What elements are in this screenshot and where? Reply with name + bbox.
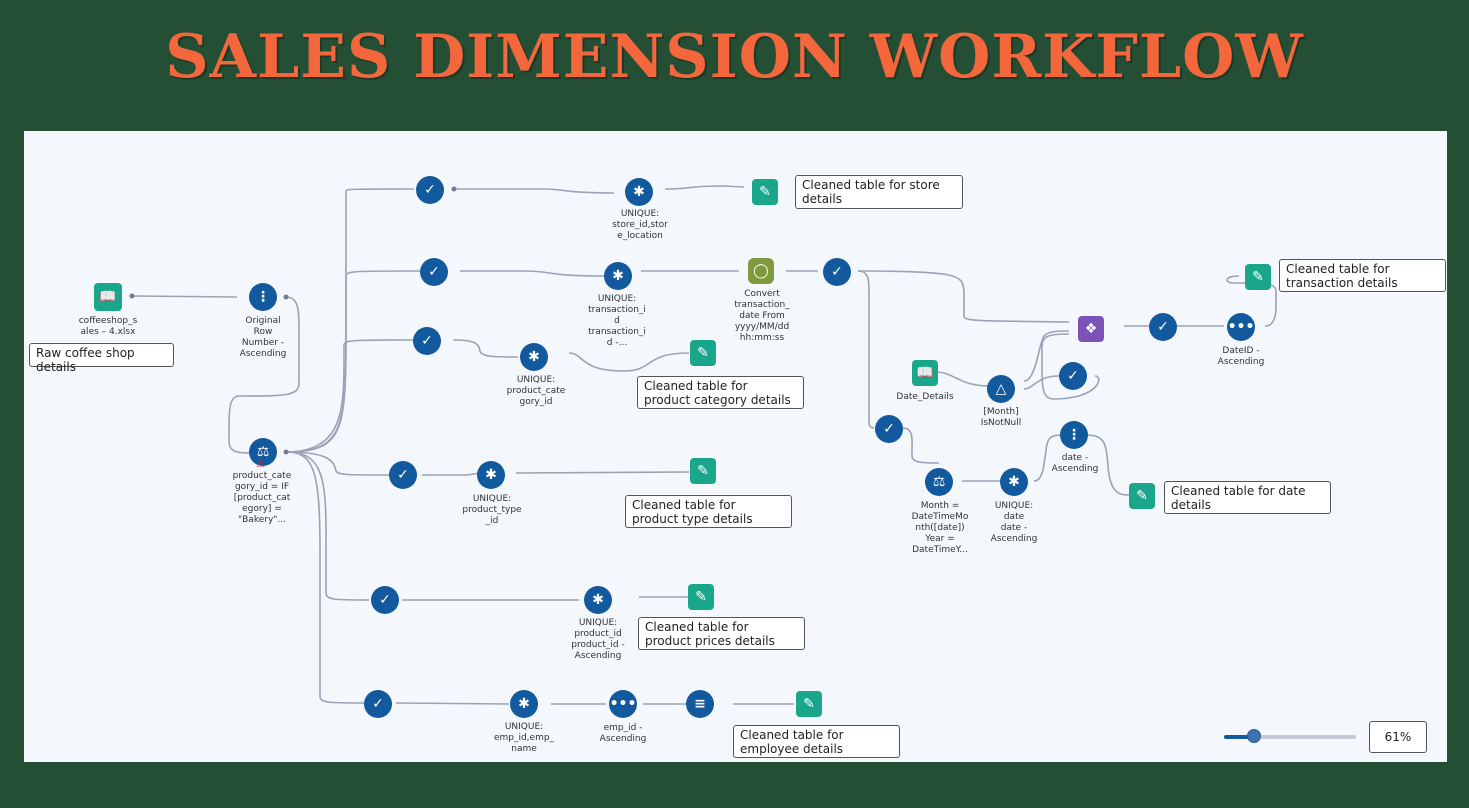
- page-title: SALES DIMENSION WORKFLOW: [165, 22, 1304, 92]
- note-transaction[interactable]: Cleaned table for transaction details: [1279, 259, 1446, 292]
- select-check-icon[interactable]: ✓: [823, 258, 851, 286]
- book-icon[interactable]: 📖: [912, 360, 938, 386]
- output-pen-icon[interactable]: ✎: [688, 584, 714, 610]
- snowflake-icon[interactable]: ✱: [510, 690, 538, 718]
- filter-icon[interactable]: △: [987, 375, 1015, 403]
- select-check-icon[interactable]: ✓: [364, 690, 392, 718]
- formula-category-label: product_cate gory_id = IF [product_cat e…: [232, 471, 292, 525]
- select-check-icon[interactable]: ✓: [389, 461, 417, 489]
- unique-employee-label: UNIQUE: emp_id,emp_ name: [493, 722, 555, 754]
- unique-store-label: UNIQUE: store_id,stor e_location: [612, 209, 668, 241]
- note-raw[interactable]: Raw coffee shop details: [29, 343, 174, 374]
- unique-date-label: UNIQUE: date date - Ascending: [990, 501, 1038, 544]
- output-pen-icon[interactable]: ✎: [690, 340, 716, 366]
- select-check-icon[interactable]: ✓: [371, 586, 399, 614]
- note-type[interactable]: Cleaned table for product type details: [625, 495, 792, 528]
- output-pen-icon[interactable]: ✎: [796, 691, 822, 717]
- record-id-icon[interactable]: •••: [609, 690, 637, 718]
- snowflake-icon[interactable]: ✱: [520, 343, 548, 371]
- sort-employee-label: emp_id - Ascending: [599, 723, 647, 744]
- select-check-icon[interactable]: ✓: [1149, 313, 1177, 341]
- select-check-icon[interactable]: ✓: [420, 258, 448, 286]
- unique-transaction-label: UNIQUE: transaction_i d transaction_i d …: [588, 294, 646, 348]
- sort-dots-icon[interactable]: ⋮: [249, 283, 277, 311]
- book-icon[interactable]: 📖: [94, 283, 122, 311]
- zoom-slider-handle[interactable]: [1247, 729, 1261, 743]
- sort-dateid-label: DateID - Ascending: [1217, 346, 1265, 367]
- zoom-slider-track[interactable]: [1224, 735, 1356, 739]
- join-icon[interactable]: ❖: [1078, 316, 1104, 342]
- sort-dots-icon[interactable]: ⋮: [1060, 421, 1088, 449]
- output-pen-icon[interactable]: ✎: [752, 179, 778, 205]
- warning-icon: ⚠: [256, 459, 265, 470]
- select-check-icon[interactable]: ✓: [875, 415, 903, 443]
- datetime-icon[interactable]: ◯: [748, 258, 774, 284]
- snowflake-icon[interactable]: ✱: [625, 178, 653, 206]
- select-check-icon[interactable]: ✓: [416, 176, 444, 204]
- snowflake-icon[interactable]: ✱: [1000, 468, 1028, 496]
- select-check-icon[interactable]: ✓: [413, 327, 441, 355]
- unique-category-label: UNIQUE: product_cate gory_id: [506, 375, 566, 407]
- summarize-icon[interactable]: ≡: [686, 690, 714, 718]
- date-details-label: Date_Details: [896, 392, 954, 402]
- flask-icon[interactable]: ⚖: [925, 468, 953, 496]
- convert-date-label: Convert transaction_ date From yyyy/MM/d…: [734, 289, 790, 343]
- output-pen-icon[interactable]: ✎: [1129, 483, 1155, 509]
- unique-product-label: UNIQUE: product_id product_id - Ascendin…: [571, 618, 625, 661]
- sort-row-label: Original Row Number - Ascending: [239, 316, 287, 359]
- record-id-icon[interactable]: •••: [1227, 313, 1255, 341]
- filter-month-label: [Month] IsNotNull: [980, 407, 1022, 428]
- select-check-icon[interactable]: ✓: [1059, 362, 1087, 390]
- snowflake-icon[interactable]: ✱: [604, 262, 632, 290]
- formula-month-label: Month = DateTimeMo nth([date]) Year = Da…: [911, 501, 969, 555]
- flask-icon[interactable]: ⚖: [249, 438, 277, 466]
- note-store[interactable]: Cleaned table for store details: [795, 175, 963, 209]
- output-pen-icon[interactable]: ✎: [1245, 264, 1271, 290]
- note-employee[interactable]: Cleaned table for employee details: [733, 725, 900, 758]
- snowflake-icon[interactable]: ✱: [477, 461, 505, 489]
- zoom-level[interactable]: 61%: [1369, 721, 1427, 753]
- unique-type-label: UNIQUE: product_type _id: [462, 494, 522, 526]
- note-category[interactable]: Cleaned table for product category detai…: [637, 376, 804, 409]
- zoom-slider-fill: [1224, 735, 1254, 739]
- snowflake-icon[interactable]: ✱: [584, 586, 612, 614]
- input-file-label: coffeeshop_s ales – 4.xlsx: [78, 316, 138, 337]
- workflow-canvas[interactable]: 📖 coffeeshop_s ales – 4.xlsx Raw coffee …: [24, 131, 1447, 762]
- sort-date-label: date - Ascending: [1051, 453, 1099, 474]
- connection-wires: [129, 185, 1277, 705]
- note-prices[interactable]: Cleaned table for product prices details: [638, 617, 805, 650]
- note-date[interactable]: Cleaned table for date details: [1164, 481, 1331, 514]
- output-pen-icon[interactable]: ✎: [690, 458, 716, 484]
